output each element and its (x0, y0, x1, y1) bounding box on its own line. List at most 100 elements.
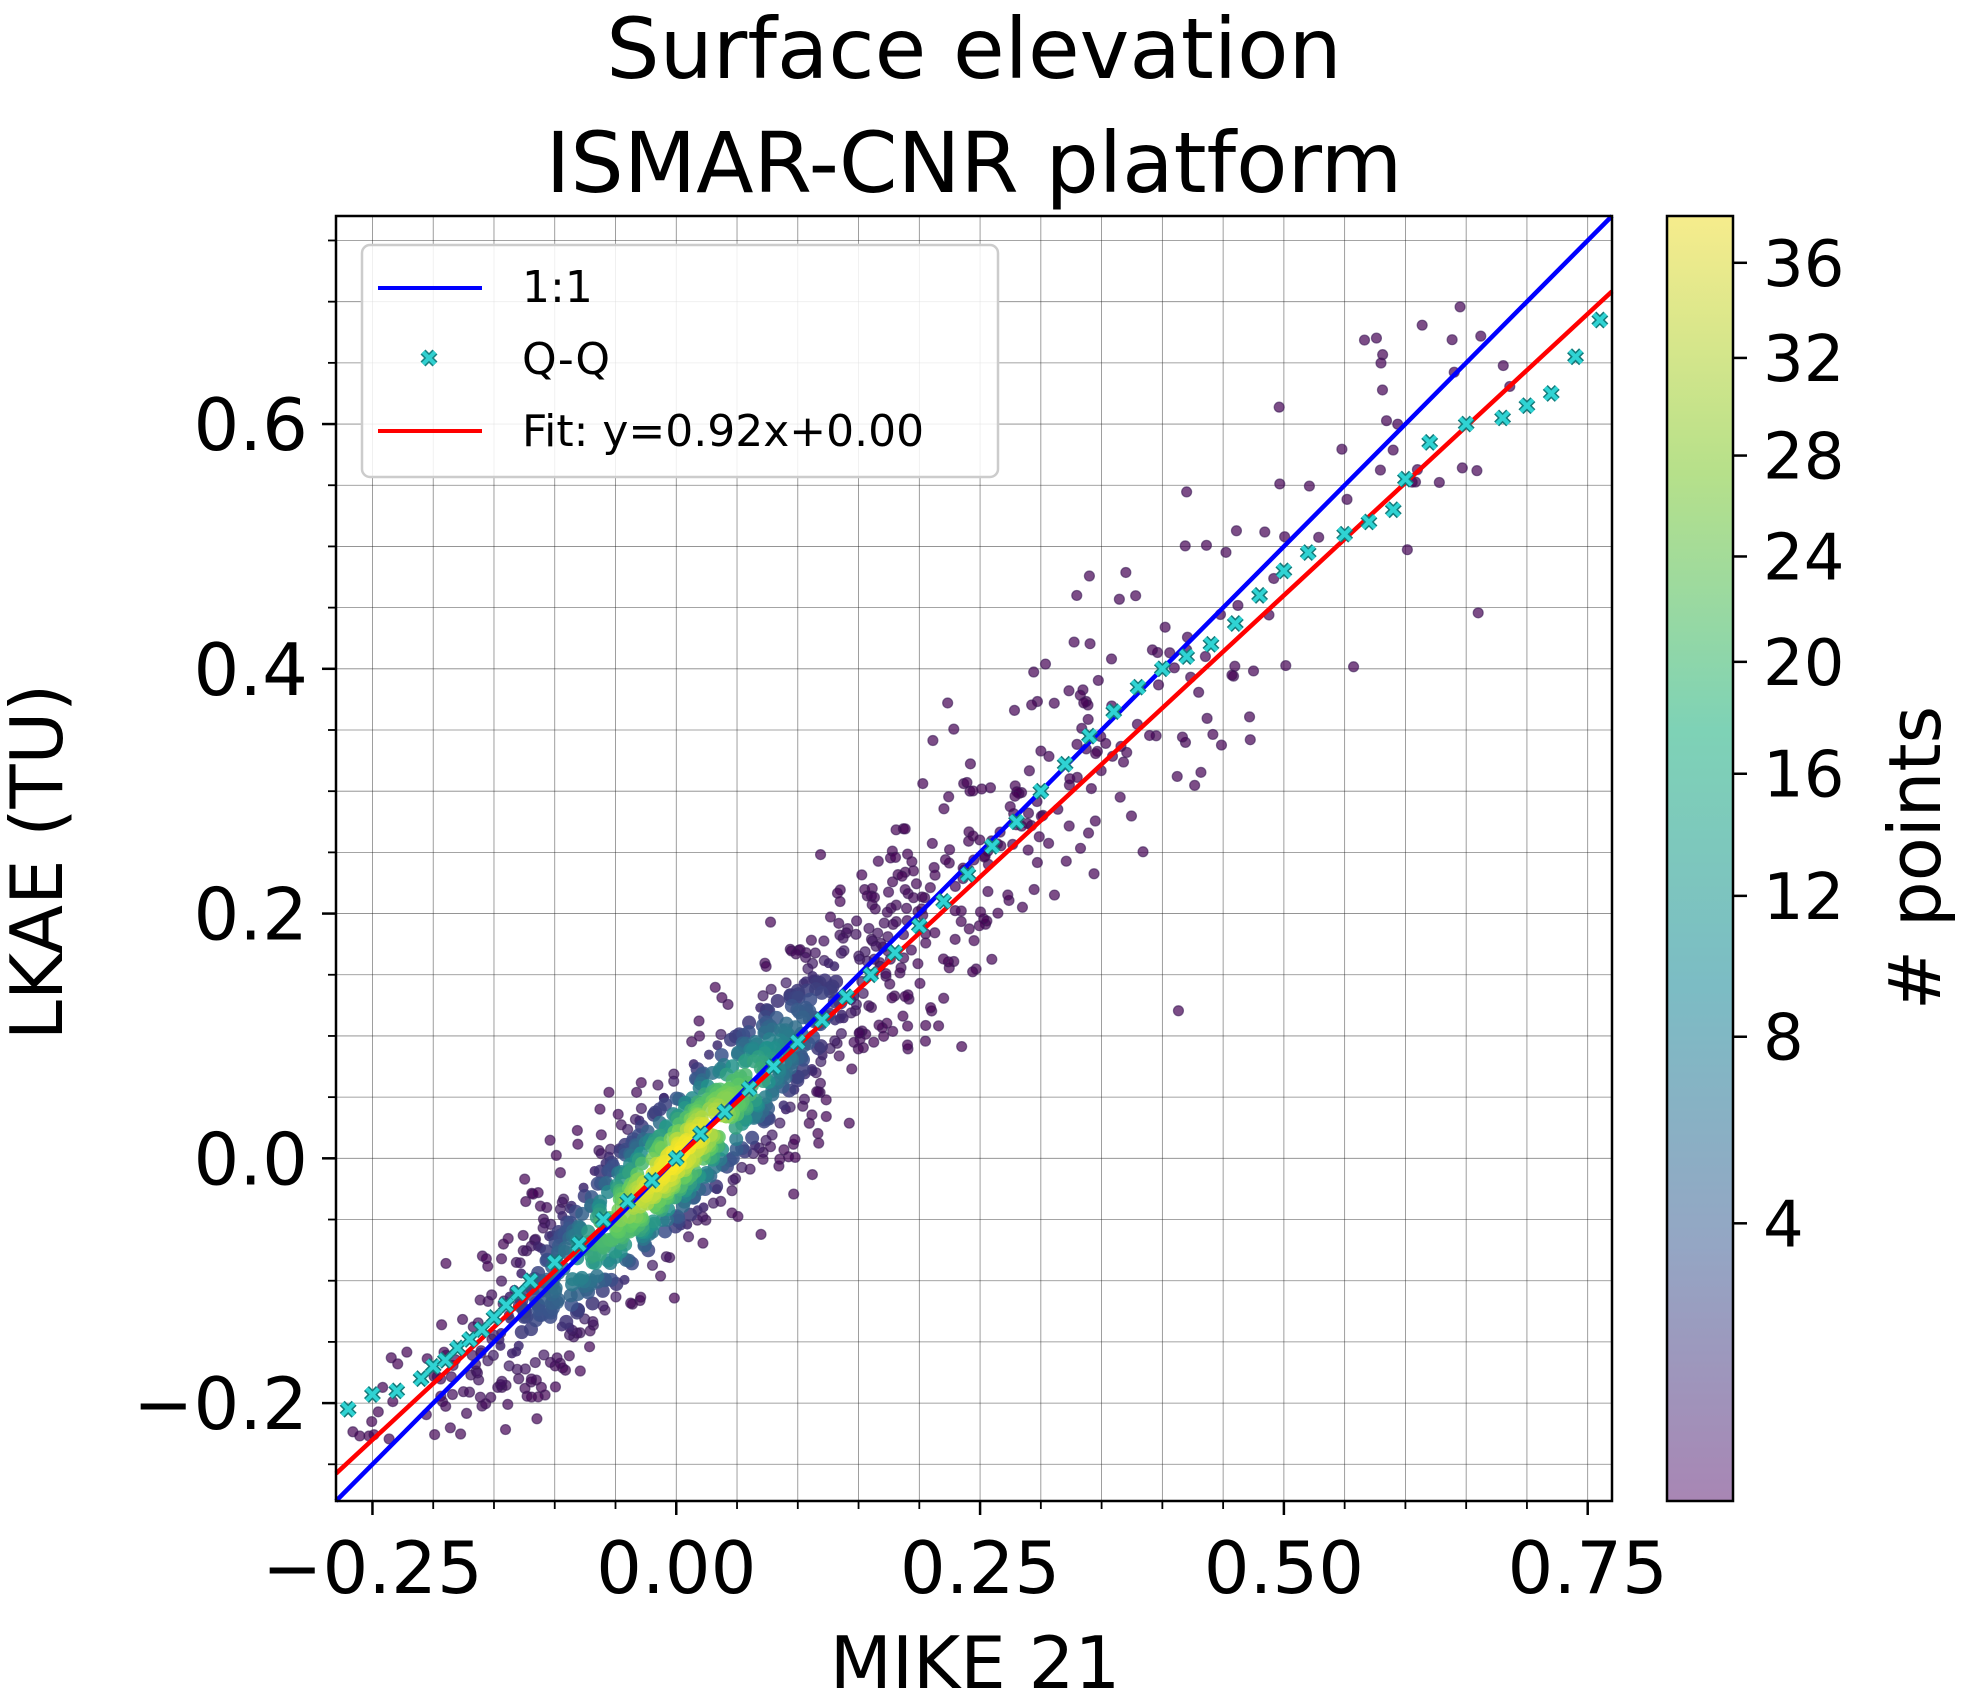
density-point (597, 1300, 609, 1312)
density-point (1433, 476, 1445, 489)
density-point (1497, 359, 1509, 372)
density-point (967, 966, 979, 978)
qq-marker (424, 1357, 442, 1375)
density-point (1243, 711, 1256, 723)
density-point (1113, 593, 1125, 605)
density-point (1374, 464, 1387, 476)
density-point (646, 1259, 659, 1271)
density-point (1120, 566, 1132, 579)
density-point (1207, 728, 1219, 741)
density-point (813, 1137, 825, 1149)
qq-marker-fill (1227, 616, 1243, 631)
density-point (880, 968, 892, 980)
qq-marker-fill (911, 918, 927, 934)
density-point (837, 932, 849, 944)
density-point (949, 933, 961, 945)
fit-line (334, 289, 1614, 1476)
density-point (487, 1349, 499, 1361)
density-point (707, 1197, 720, 1209)
colorbar-tick-label: 36 (1763, 228, 1844, 302)
qq-marker-fill (1057, 756, 1073, 772)
density-point (1042, 837, 1055, 849)
qq-marker (1421, 433, 1439, 451)
density-point (722, 998, 734, 1011)
density-point (635, 1102, 648, 1115)
density-point (964, 758, 977, 770)
density-point (474, 1391, 486, 1403)
density-point (938, 803, 950, 815)
density-point (1008, 704, 1021, 716)
x-tick-label: −0.25 (262, 1526, 483, 1610)
density-point (1060, 855, 1072, 867)
density-point (1088, 868, 1100, 880)
qq-marker-fill (1179, 649, 1195, 664)
qq-marker (1384, 501, 1402, 519)
qq-marker-fill (547, 1254, 563, 1270)
density-point (519, 1173, 531, 1185)
qq-marker-fill (474, 1322, 490, 1338)
qq-marker-fill (766, 1059, 781, 1074)
qq-marker (1008, 813, 1026, 831)
qq-marker-fill (693, 1126, 708, 1142)
density-point (726, 1207, 738, 1219)
qq-marker (1518, 397, 1536, 415)
density-point (899, 990, 911, 1003)
density-point (603, 1086, 615, 1098)
density-point (818, 935, 830, 947)
colorbar-tick-label: 4 (1763, 1188, 1804, 1262)
qq-marker-fill (523, 1273, 538, 1289)
density-point (736, 1161, 748, 1174)
density-point (760, 1134, 772, 1147)
colorbar-ticks: 4 8 12 16 20 24 28 32 36 (1733, 228, 1844, 1262)
density-point (741, 1025, 756, 1040)
qq-marker (1153, 660, 1171, 678)
density-point (889, 851, 902, 863)
density-point (896, 870, 908, 882)
density-point (513, 1340, 524, 1351)
qq-marker (1396, 470, 1414, 488)
density-point (1274, 478, 1286, 490)
density-point (882, 931, 894, 943)
density-point (658, 1097, 673, 1112)
density-point (806, 1109, 818, 1121)
density-point (1200, 539, 1213, 551)
density-point (929, 869, 941, 881)
density-point (1168, 662, 1180, 674)
density-point (1125, 810, 1138, 822)
qq-marker-fill (814, 1012, 830, 1028)
density-point (366, 1415, 378, 1428)
density-point (1172, 1005, 1185, 1017)
qq-marker (1202, 635, 1220, 653)
density-point (833, 917, 845, 929)
density-point (1089, 815, 1101, 827)
density-point (926, 837, 938, 850)
density-point (1152, 679, 1165, 691)
density-point (460, 1407, 473, 1420)
qq-marker-fill (1458, 416, 1474, 432)
density-point (693, 1015, 705, 1027)
density-point (1179, 540, 1191, 552)
density-point (853, 1027, 865, 1039)
colorbar-tick-label: 20 (1763, 627, 1844, 701)
qq-markers (339, 311, 1609, 1418)
density-point (686, 1036, 698, 1048)
axis-ticks: −0.25 0.00 0.25 0.50 0.75 −0.2 0.0 0.2 0.4 0.6 (133, 239, 1668, 1610)
qq-marker-fill (340, 1401, 356, 1417)
qq-marker-fill (1300, 545, 1316, 560)
density-point (967, 785, 979, 797)
legend-label-fit: Fit: y=0.92x+0.00 (522, 406, 924, 457)
density-point (920, 937, 932, 949)
qq-marker (886, 944, 904, 962)
density-point (949, 905, 961, 917)
density-point (1181, 486, 1193, 498)
density-point (520, 1195, 532, 1208)
density-point (1082, 713, 1094, 726)
density-point (660, 1251, 672, 1263)
density-point (513, 1373, 525, 1385)
density-point (1085, 782, 1097, 795)
density-point (463, 1386, 476, 1398)
density-point (502, 1232, 514, 1245)
density-point (709, 981, 721, 993)
one-to-one-line (334, 214, 1614, 1503)
density-point (635, 1291, 647, 1303)
